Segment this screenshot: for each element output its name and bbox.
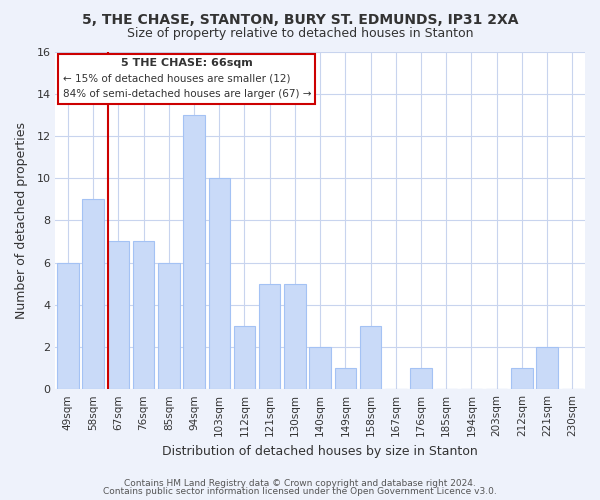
- Bar: [536, 347, 558, 389]
- Bar: [209, 178, 230, 389]
- Bar: [410, 368, 432, 389]
- Text: 5, THE CHASE, STANTON, BURY ST. EDMUNDS, IP31 2XA: 5, THE CHASE, STANTON, BURY ST. EDMUNDS,…: [82, 12, 518, 26]
- Bar: [158, 262, 179, 389]
- Text: ← 15% of detached houses are smaller (12): ← 15% of detached houses are smaller (12…: [63, 74, 291, 84]
- Bar: [82, 199, 104, 389]
- Bar: [335, 368, 356, 389]
- Bar: [511, 368, 533, 389]
- FancyBboxPatch shape: [58, 54, 315, 104]
- Text: Contains HM Land Registry data © Crown copyright and database right 2024.: Contains HM Land Registry data © Crown c…: [124, 478, 476, 488]
- X-axis label: Distribution of detached houses by size in Stanton: Distribution of detached houses by size …: [162, 444, 478, 458]
- Bar: [57, 262, 79, 389]
- Bar: [284, 284, 305, 389]
- Bar: [259, 284, 280, 389]
- Bar: [310, 347, 331, 389]
- Bar: [133, 242, 154, 389]
- Bar: [107, 242, 129, 389]
- Text: 5 THE CHASE: 66sqm: 5 THE CHASE: 66sqm: [121, 58, 252, 68]
- Y-axis label: Number of detached properties: Number of detached properties: [15, 122, 28, 319]
- Text: Size of property relative to detached houses in Stanton: Size of property relative to detached ho…: [127, 28, 473, 40]
- Bar: [234, 326, 255, 389]
- Text: Contains public sector information licensed under the Open Government Licence v3: Contains public sector information licen…: [103, 487, 497, 496]
- Bar: [360, 326, 382, 389]
- Bar: [184, 115, 205, 389]
- Text: 84% of semi-detached houses are larger (67) →: 84% of semi-detached houses are larger (…: [63, 90, 312, 100]
